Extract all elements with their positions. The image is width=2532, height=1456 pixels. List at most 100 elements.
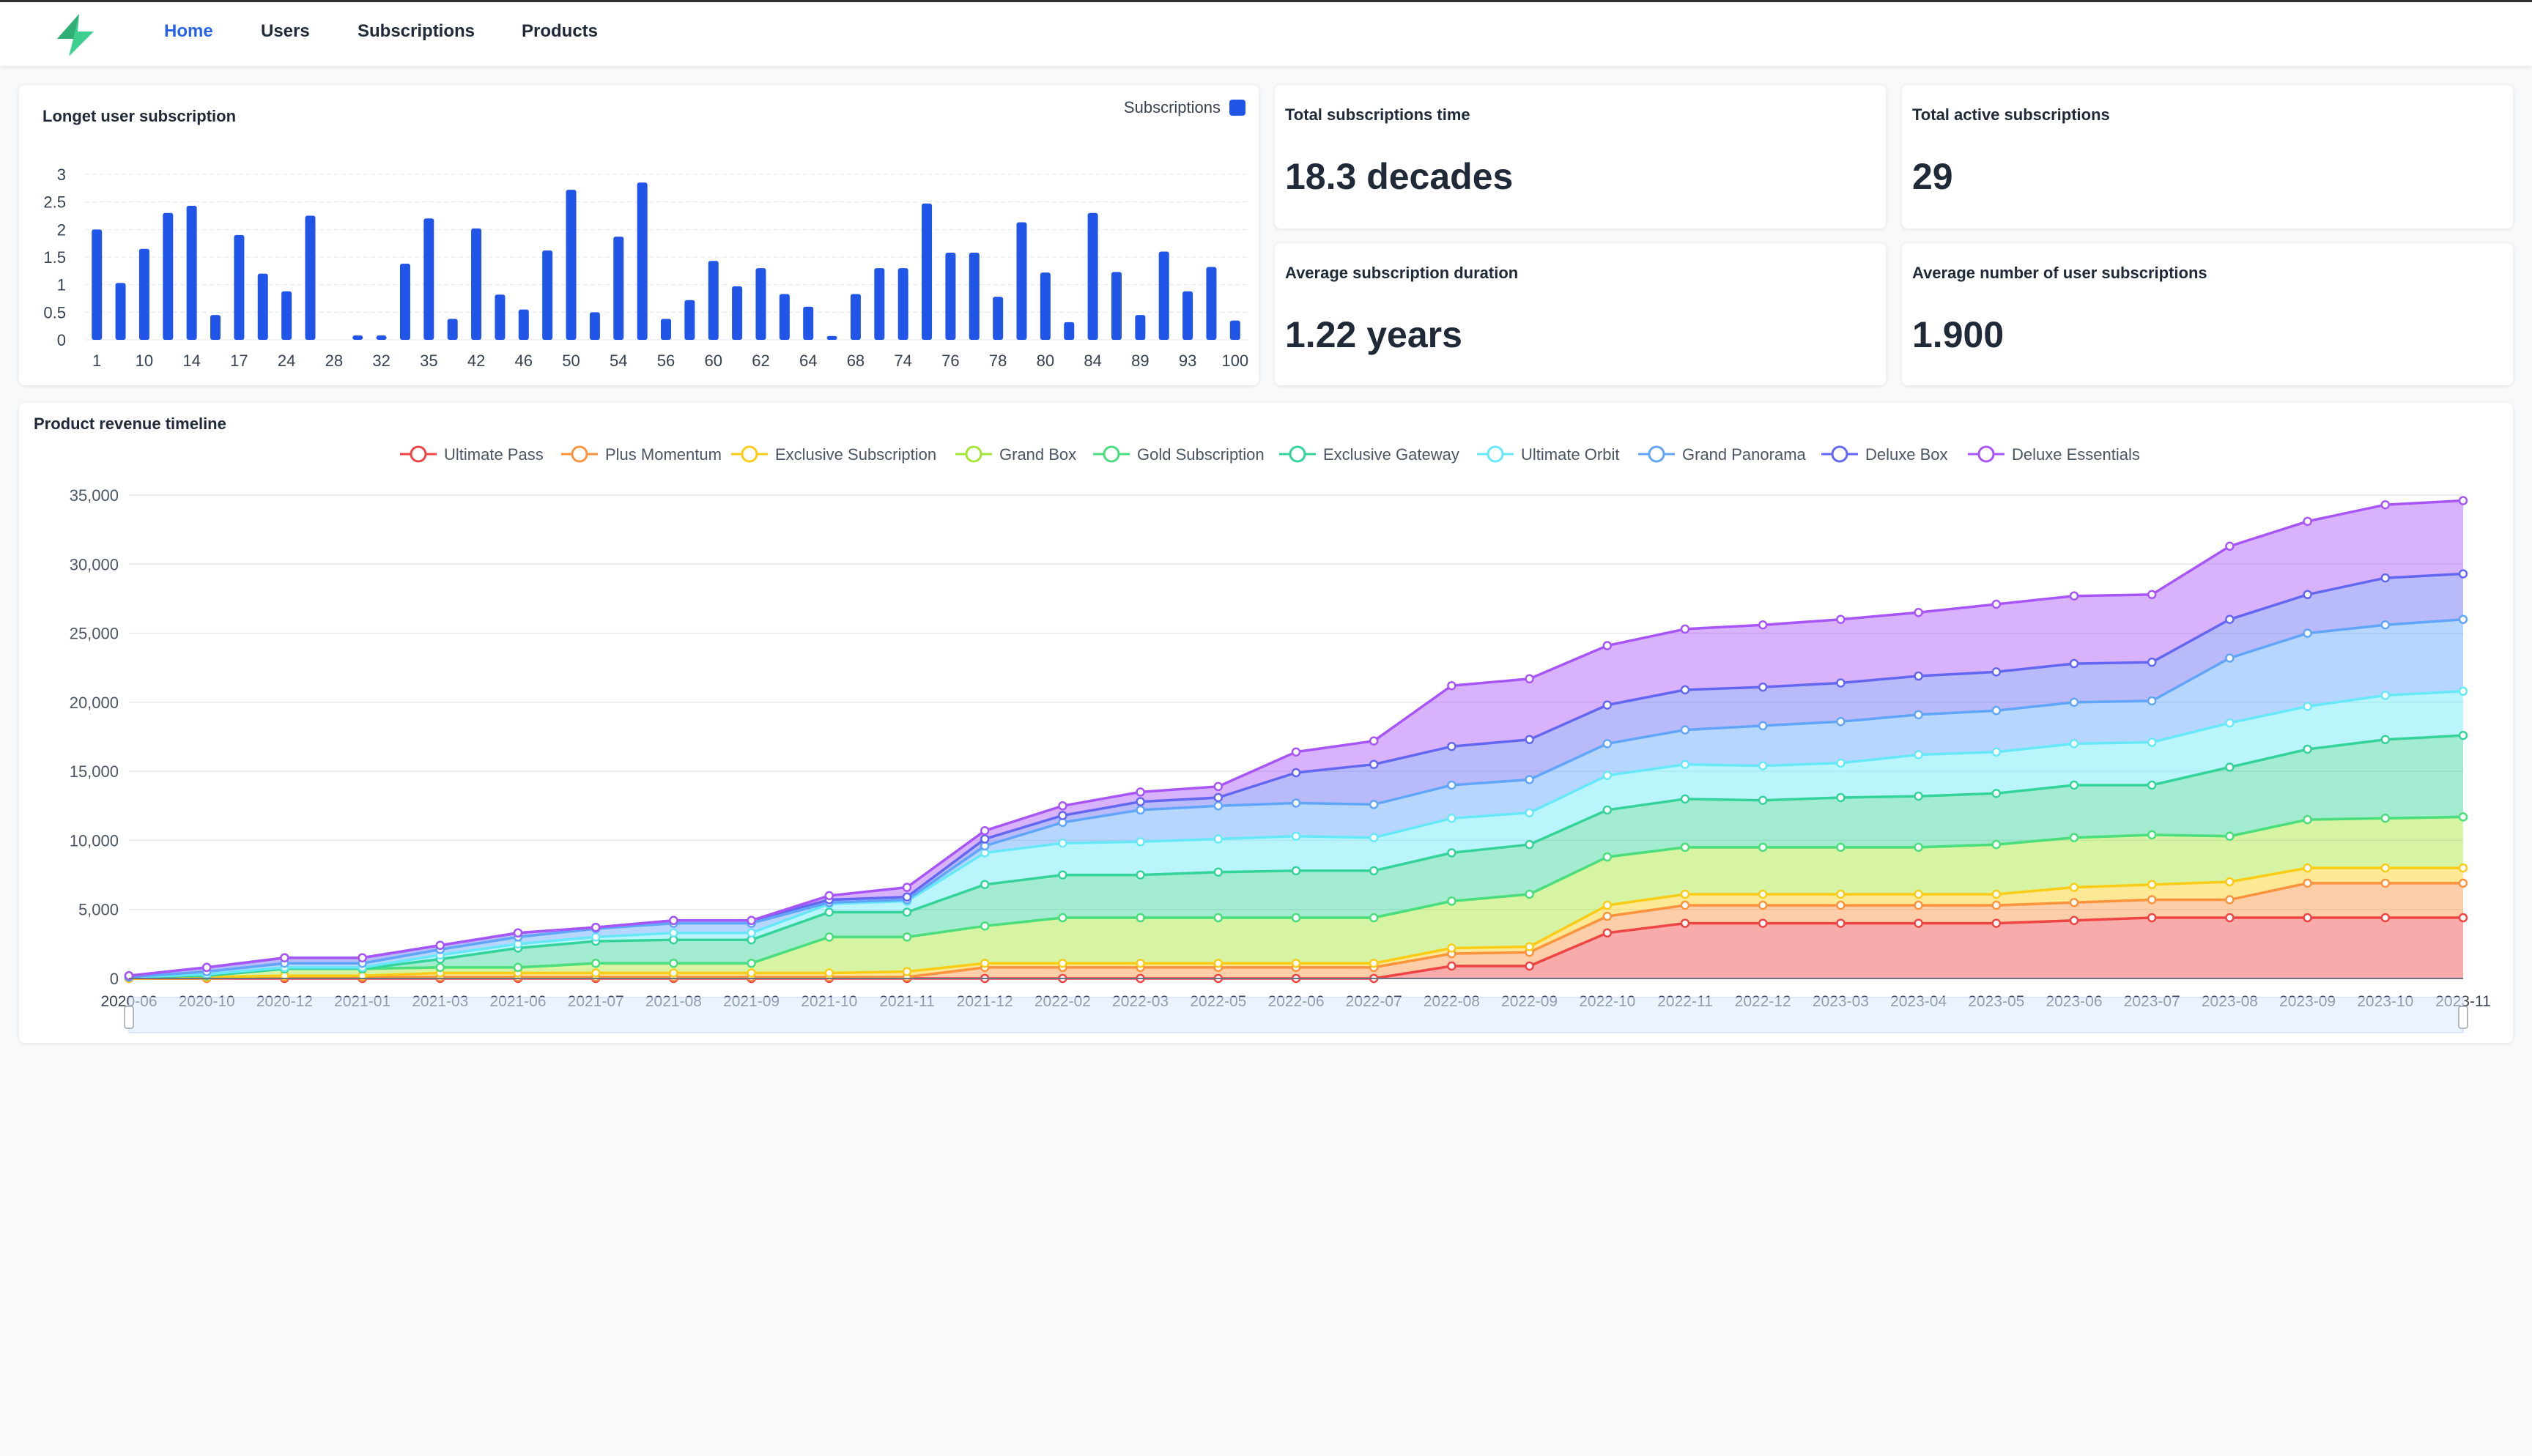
data-point[interactable] [1680,842,1690,853]
data-point[interactable] [2380,691,2391,700]
data-point[interactable] [2147,830,2157,840]
data-point[interactable] [1369,759,1379,769]
data-point[interactable] [1602,641,1613,650]
bar-legend[interactable]: Subscriptions [1124,98,1245,116]
legend-item[interactable]: Grand Box [955,445,1076,464]
bar[interactable] [850,294,861,340]
data-point[interactable] [435,962,445,973]
data-point[interactable] [591,922,601,932]
data-point[interactable] [2069,739,2079,749]
data-point[interactable] [1991,889,2002,899]
data-point[interactable] [2458,913,2468,923]
data-point[interactable] [902,883,912,892]
data-point[interactable] [1914,900,1923,910]
data-point[interactable] [1291,747,1301,757]
data-point[interactable] [2147,738,2157,747]
data-point[interactable] [2380,863,2391,873]
data-point[interactable] [824,907,834,917]
data-point[interactable] [513,928,523,938]
bar[interactable] [399,264,410,340]
data-point[interactable] [980,880,990,890]
bar[interactable] [305,215,316,341]
legend-item[interactable]: Grand Panorama [1638,445,1807,464]
data-point[interactable] [1602,770,1613,781]
data-point[interactable] [1836,842,1846,853]
bar[interactable] [684,300,695,340]
data-point[interactable] [824,968,834,978]
data-point[interactable] [1291,798,1301,808]
data-point[interactable] [2069,591,2079,601]
data-point[interactable] [1136,787,1145,797]
legend-item[interactable]: Deluxe Essentials [1968,445,2140,464]
data-point[interactable] [2069,658,2079,669]
data-point[interactable] [1914,608,1923,617]
data-point[interactable] [2458,614,2468,624]
data-point[interactable] [669,968,678,978]
data-point[interactable] [2458,863,2468,873]
data-point[interactable] [1213,959,1224,968]
data-point[interactable] [2069,898,2079,907]
legend-item[interactable]: Ultimate Orbit [1477,445,1619,464]
data-point[interactable] [1058,811,1067,820]
data-point[interactable] [2458,569,2468,579]
data-point[interactable] [747,968,756,978]
data-point[interactable] [669,959,678,968]
bar[interactable] [542,250,553,340]
bar[interactable] [755,268,766,340]
data-point[interactable] [124,970,134,981]
data-point[interactable] [1758,795,1768,805]
data-point[interactable] [2225,913,2235,923]
data-point[interactable] [1991,789,2002,798]
data-point[interactable] [2147,657,2157,667]
data-point[interactable] [1447,848,1456,858]
data-point[interactable] [1680,759,1690,769]
bar[interactable] [495,294,506,340]
data-point[interactable] [980,959,990,968]
data-point[interactable] [1836,918,1846,928]
bar[interactable] [471,228,482,340]
data-point[interactable] [1836,678,1846,688]
data-point[interactable] [1758,918,1768,928]
data-point[interactable] [1136,913,1145,923]
data-point[interactable] [1758,842,1768,853]
data-point[interactable] [1136,870,1145,880]
data-point[interactable] [2069,780,2079,790]
data-point[interactable] [824,891,834,901]
data-point[interactable] [1213,792,1224,803]
data-point[interactable] [980,834,990,844]
data-point[interactable] [201,962,212,973]
bar[interactable] [826,335,837,340]
bar[interactable] [945,252,956,340]
data-point[interactable] [1136,959,1145,968]
data-point[interactable] [1136,837,1145,847]
bar[interactable] [1158,251,1169,340]
data-point[interactable] [1447,943,1456,953]
data-point[interactable] [2303,628,2312,638]
logo-bolt-icon[interactable] [51,12,100,58]
data-point[interactable] [1991,747,2002,757]
data-point[interactable] [2303,814,2312,825]
data-point[interactable] [1058,913,1067,923]
data-point[interactable] [2225,718,2235,728]
data-point[interactable] [1369,800,1379,809]
data-point[interactable] [2458,496,2468,505]
data-point[interactable] [2380,620,2391,630]
data-point[interactable] [1836,900,1846,910]
data-point[interactable] [2380,573,2391,583]
data-zoom-slider[interactable] [124,997,2468,1033]
data-point[interactable] [1369,959,1379,968]
bar[interactable] [1016,222,1027,340]
data-point[interactable] [1680,918,1690,928]
data-point[interactable] [1914,750,1923,759]
data-point[interactable] [747,915,756,926]
bar[interactable] [922,203,933,340]
data-point[interactable] [2380,814,2391,823]
data-point[interactable] [2458,878,2468,888]
bar[interactable] [186,205,197,340]
data-point[interactable] [1058,838,1067,848]
data-point[interactable] [1991,705,2002,716]
data-point[interactable] [280,953,289,962]
bar[interactable] [613,237,624,340]
data-point[interactable] [1836,758,1846,768]
data-point[interactable] [1136,797,1145,806]
